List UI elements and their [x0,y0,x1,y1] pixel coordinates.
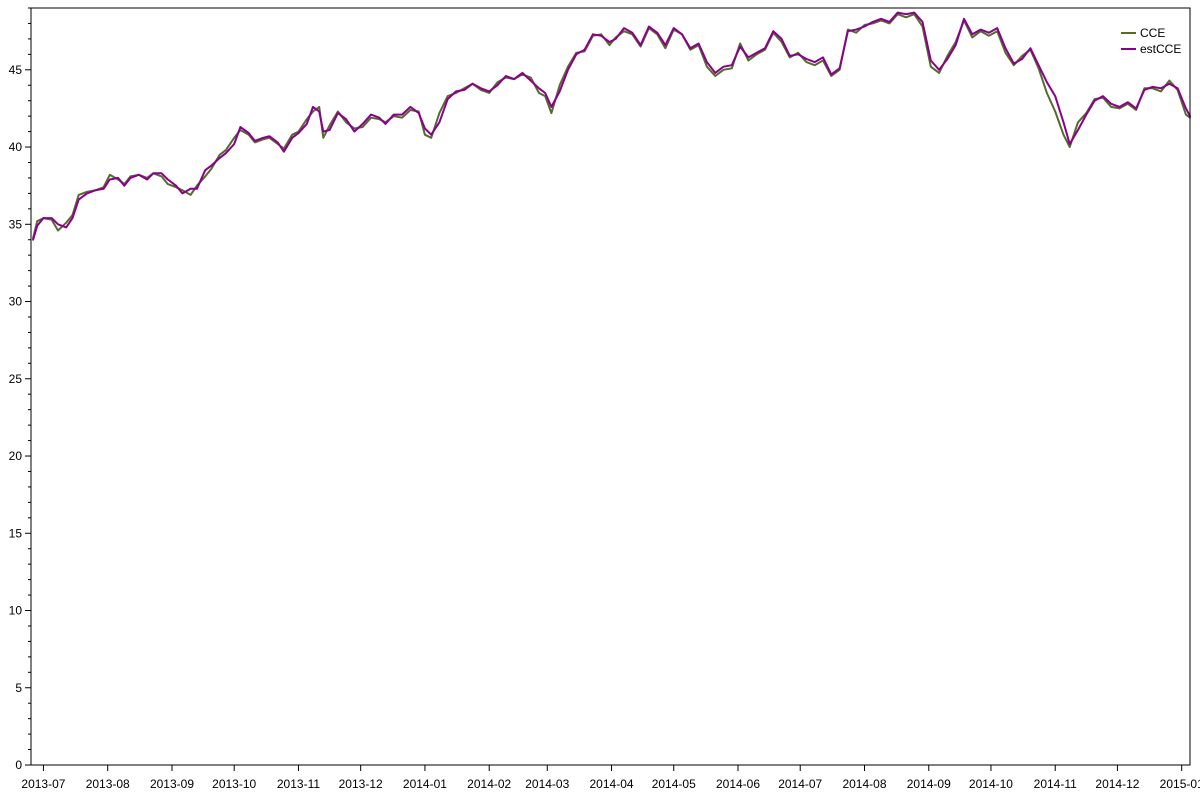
y-tick-label: 30 [9,295,23,309]
x-tick-label: 2013-10 [212,777,256,791]
x-tick-label: 2014-04 [590,777,634,791]
x-tick-label: 2014-06 [716,777,760,791]
x-tick-label: 2014-11 [1034,777,1077,791]
x-tick-label: 2014-10 [969,777,1013,791]
x-tick-label: 2014-02 [467,777,511,791]
x-tick-label: 2013-07 [21,777,65,791]
y-tick-label: 5 [15,681,22,695]
x-tick-label: 2013-08 [86,777,130,791]
series-line-estcce [32,11,1191,241]
x-tick-label: 2013-12 [339,777,383,791]
y-tick-label: 35 [9,217,23,231]
legend-label-cce: CCE [1140,26,1165,40]
x-tick-label: 2014-09 [907,777,951,791]
x-tick-label: 2014-12 [1095,777,1139,791]
y-tick-label: 40 [9,140,23,154]
y-tick-label: 20 [9,449,23,463]
y-tick-label: 25 [9,372,23,386]
x-tick-label: 2014-03 [525,777,569,791]
x-tick-label: 2014-05 [652,777,696,791]
x-tick-label: 2014-07 [778,777,822,791]
plot-area [32,11,1191,241]
x-tick-label: 2013-09 [150,777,194,791]
y-tick-label: 10 [9,604,23,618]
x-tick-label: 2013-11 [277,777,320,791]
x-tick-label: 2014-01 [403,777,447,791]
y-tick-label: 15 [9,526,23,540]
legend: CCE estCCE [1121,26,1181,56]
series-line-cce [32,13,1191,240]
y-tick-label: 45 [9,63,23,77]
x-axis: 2013-07 2013-08 2013-09 2013-10 2013-11 2013-… [21,765,1200,791]
x-tick-label: 2015-01 [1160,777,1200,791]
plot-frame [30,7,1191,766]
y-tick-label: 0 [15,758,22,772]
x-tick-label: 2014-08 [842,777,886,791]
y-axis: 0 5 10 15 20 25 30 35 40 45 [9,7,31,772]
legend-label-estcce: estCCE [1140,42,1181,56]
